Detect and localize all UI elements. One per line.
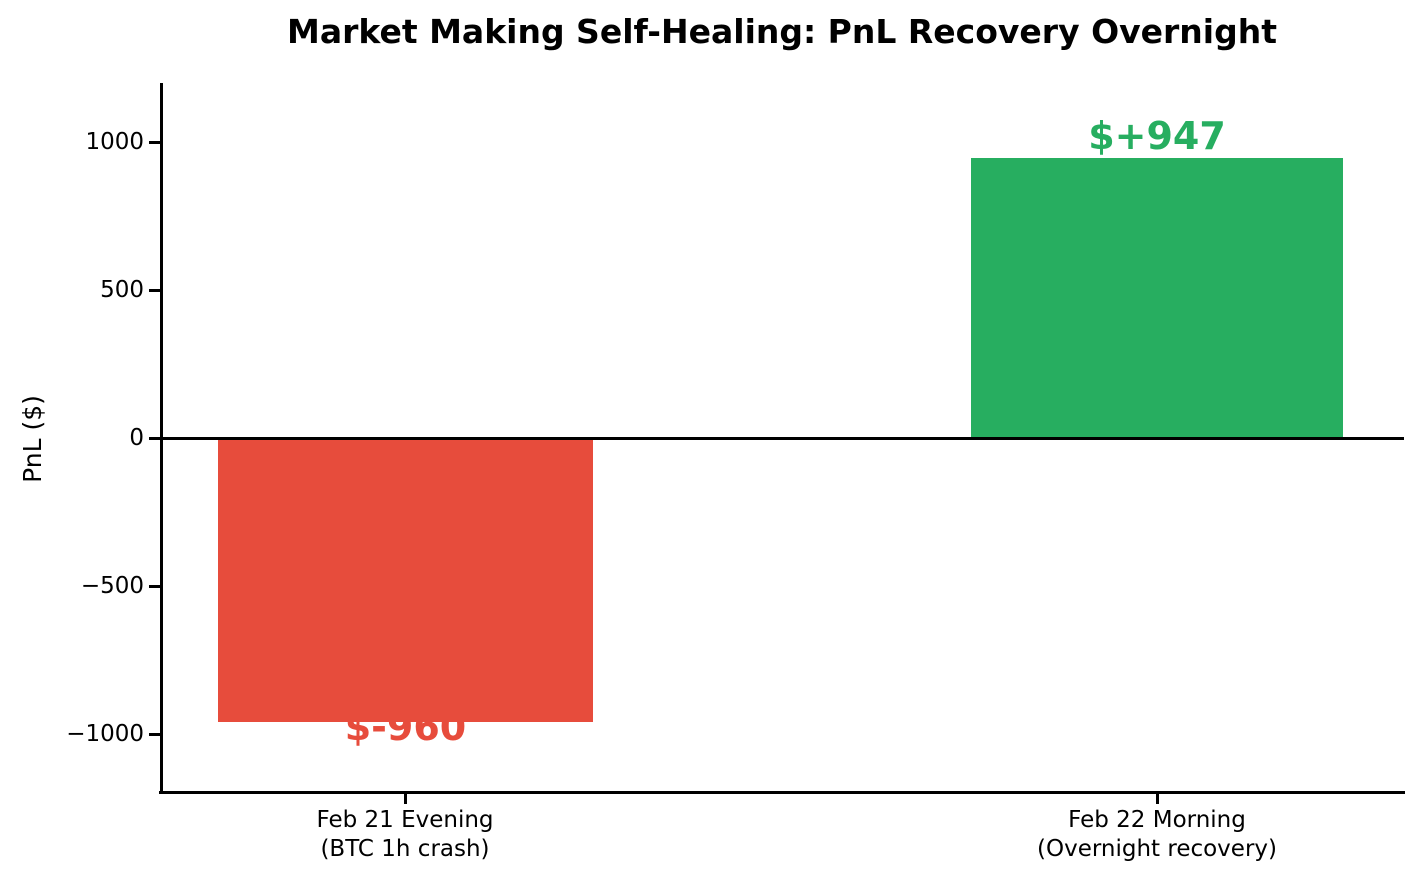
chart-title: Market Making Self-Healing: PnL Recovery…: [287, 12, 1277, 51]
zero-baseline: [161, 437, 1404, 440]
x-tick-label-feb21: Feb 21 Evening (BTC 1h crash): [155, 806, 655, 864]
y-tick-500: [149, 289, 161, 292]
y-tick-1000: [149, 141, 161, 144]
y-tick-label-neg1000: −1000: [66, 721, 144, 747]
x-tick-feb22: [1156, 793, 1159, 804]
y-tick-label-500: 500: [100, 277, 144, 303]
x-tick-label-feb22-line1: Feb 22 Morning: [1068, 807, 1246, 833]
x-axis-spine: [159, 791, 1405, 794]
y-tick-0: [149, 437, 161, 440]
bar-value-label-positive: $+947: [1088, 114, 1226, 158]
y-tick-label-0: 0: [129, 425, 144, 451]
x-tick-label-feb22-line2: (Overnight recovery): [1037, 836, 1277, 862]
x-tick-feb21: [404, 793, 407, 804]
x-tick-label-feb22: Feb 22 Morning (Overnight recovery): [907, 806, 1407, 864]
y-tick-neg500: [149, 585, 161, 588]
bar-feb22-morning-recovery: [971, 158, 1343, 438]
bar-feb21-evening-loss: [218, 438, 593, 722]
x-tick-label-feb21-line1: Feb 21 Evening: [316, 807, 494, 833]
y-tick-neg1000: [149, 733, 161, 736]
y-tick-label-1000: 1000: [85, 129, 144, 155]
y-tick-label-neg500: −500: [80, 573, 144, 599]
x-tick-label-feb21-line2: (BTC 1h crash): [320, 836, 490, 862]
